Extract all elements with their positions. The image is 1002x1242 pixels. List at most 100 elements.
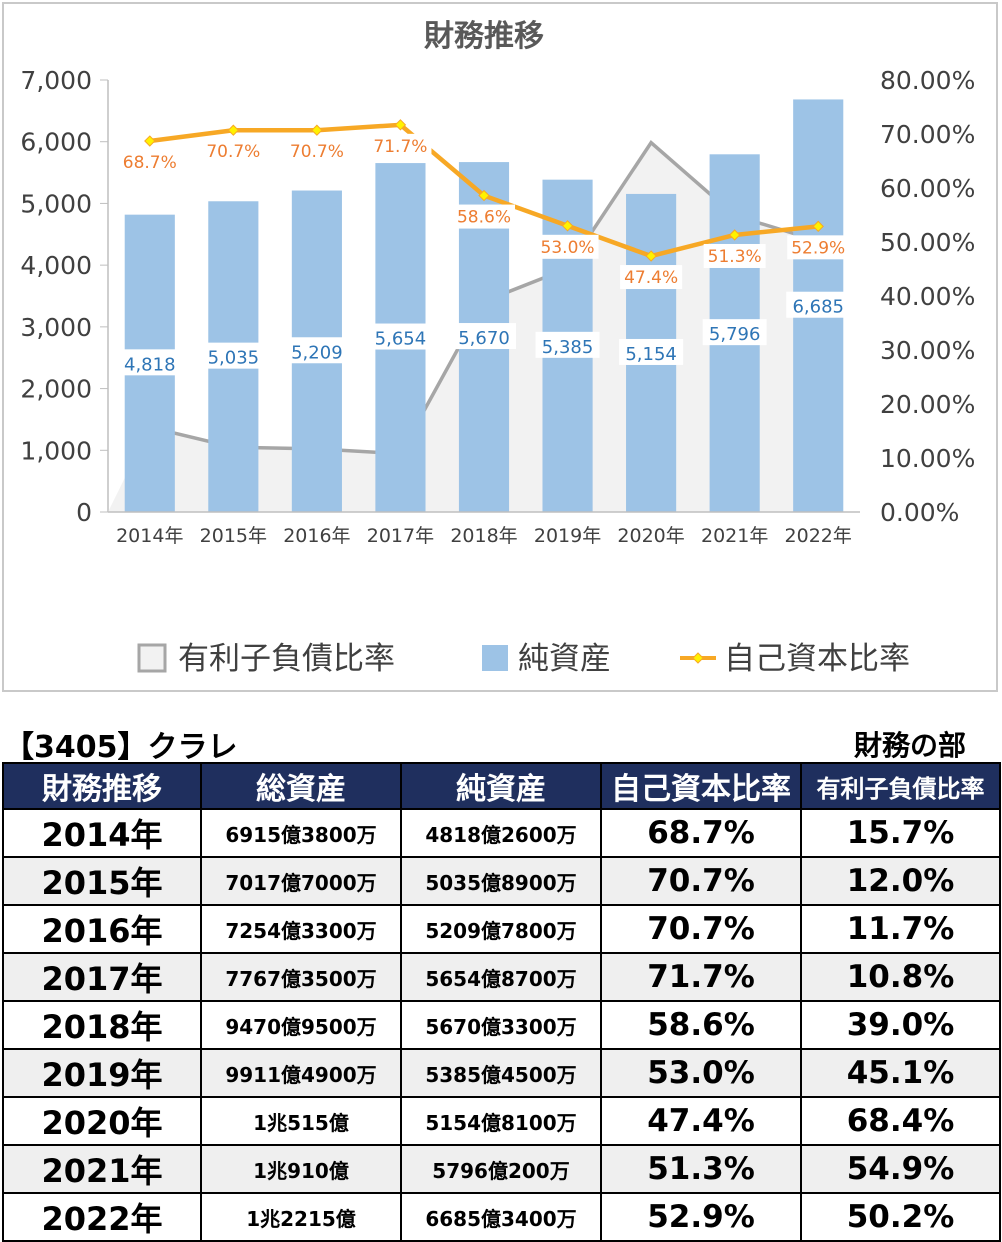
legend-swatch-debt bbox=[137, 643, 167, 673]
ratio-label-bg bbox=[118, 150, 181, 175]
bar-value-label: 6,685 bbox=[792, 297, 844, 318]
ratio-value-label: 53.0% bbox=[541, 238, 595, 258]
x-tick-label: 2018年 bbox=[450, 525, 517, 547]
ratio-value-label: 58.6% bbox=[457, 208, 511, 228]
table-cell: 58.6% bbox=[600, 1000, 802, 1050]
table-cell: 2022年 bbox=[2, 1192, 202, 1242]
table-cell: 2020年 bbox=[2, 1096, 202, 1146]
column-header: 純資産 bbox=[400, 762, 602, 810]
y2-tick-label: 0.00% bbox=[880, 498, 959, 527]
legend-label-equity: 純資産 bbox=[518, 641, 611, 677]
chart: 財務推移 0 1,000 2,000 3,000 4,000 5,000 6,000 7,000… bbox=[20, 19, 975, 677]
table-cell: 2016年 bbox=[2, 904, 202, 954]
table-cell: 11.7% bbox=[800, 904, 1001, 954]
ratio-marker bbox=[144, 135, 156, 147]
x-tick-label: 2022年 bbox=[785, 525, 852, 547]
y-tick-label: 4,000 bbox=[20, 251, 92, 280]
ratio-label-bg bbox=[202, 139, 265, 164]
table-cell: 45.1% bbox=[800, 1048, 1001, 1098]
y2-tick-label: 20.00% bbox=[880, 390, 975, 419]
column-header: 総資産 bbox=[200, 762, 402, 810]
ratio-label-bg bbox=[536, 234, 599, 259]
table-cell: 12.0% bbox=[800, 856, 1001, 906]
table-row: 2022年 1兆2215億 6685億3400万 52.9% 50.2% bbox=[2, 1192, 1001, 1242]
table-cell: 68.4% bbox=[800, 1096, 1001, 1146]
table-cell: 70.7% bbox=[600, 904, 802, 954]
x-tick-label: 2020年 bbox=[617, 525, 684, 547]
ratio-label-bg bbox=[787, 235, 850, 260]
ratio-value-label: 47.4% bbox=[624, 268, 678, 288]
ratio-marker bbox=[728, 229, 741, 241]
table-cell: 2014年 bbox=[2, 808, 202, 858]
table-row: 2014年 6915億3800万 4818億2600万 68.7% 15.7% bbox=[2, 808, 1001, 858]
x-tick-label: 2017年 bbox=[367, 525, 434, 547]
bar-value-label: 5,654 bbox=[375, 329, 427, 350]
bar-label-bg bbox=[786, 291, 851, 318]
ratio-marker bbox=[227, 124, 240, 136]
ratio-marker bbox=[478, 189, 490, 202]
table-cell: 52.9% bbox=[600, 1192, 802, 1242]
bar-label-bg bbox=[452, 323, 516, 350]
ratio-value-label: 70.7% bbox=[206, 142, 260, 162]
table-cell: 5035億8900万 bbox=[400, 856, 602, 906]
y2-tick-label: 40.00% bbox=[880, 282, 975, 311]
section-title: 財務の部 bbox=[853, 729, 966, 762]
table-cell: 1兆910億 bbox=[200, 1144, 402, 1194]
table-cell: 54.9% bbox=[800, 1144, 1001, 1194]
ratio-value-label: 51.3% bbox=[708, 247, 762, 267]
y2-tick-label: 10.00% bbox=[880, 444, 975, 473]
table-cell: 4818億2600万 bbox=[400, 808, 602, 858]
ratio-value-label: 52.9% bbox=[791, 238, 845, 258]
company-name: 【3405】クラレ bbox=[4, 730, 238, 765]
y2-tick-label: 60.00% bbox=[880, 174, 975, 203]
table-row: 2021年 1兆910億 5796億200万 51.3% 54.9% bbox=[2, 1144, 1001, 1194]
bar-label-bg bbox=[702, 319, 767, 346]
y2-tick-label: 70.00% bbox=[880, 120, 975, 149]
table-cell: 2015年 bbox=[2, 856, 202, 906]
legend-marker-ratio bbox=[692, 652, 704, 664]
x-tick-label: 2014年 bbox=[116, 525, 183, 547]
table-cell: 5209億7800万 bbox=[400, 904, 602, 954]
bar-value-label: 4,818 bbox=[124, 354, 176, 375]
ratio-label-bg bbox=[369, 133, 432, 158]
table-cell: 1兆2215億 bbox=[200, 1192, 402, 1242]
ratio-marker bbox=[561, 220, 574, 232]
table-cell: 7767億3500万 bbox=[200, 952, 402, 1002]
ratio-marker bbox=[812, 220, 824, 233]
bar-value-label: 5,154 bbox=[625, 344, 677, 365]
table-cell: 2017年 bbox=[2, 952, 202, 1002]
ratio-label-bg bbox=[453, 204, 515, 229]
ratio-label-bg bbox=[703, 243, 766, 268]
table-row: 2018年 9470億9500万 5670億3300万 58.6% 39.0% bbox=[2, 1000, 1001, 1050]
table-cell: 47.4% bbox=[600, 1096, 802, 1146]
ratio-value-label: 68.7% bbox=[123, 153, 177, 173]
table-cell: 39.0% bbox=[800, 1000, 1001, 1050]
y-tick-label: 0 bbox=[76, 498, 92, 527]
table-cell: 9911億4900万 bbox=[200, 1048, 402, 1098]
table-cell: 5654億8700万 bbox=[400, 952, 602, 1002]
legend-swatch-equity bbox=[482, 645, 508, 671]
table-cell: 50.2% bbox=[800, 1192, 1001, 1242]
table-cell: 10.8% bbox=[800, 952, 1001, 1002]
legend-label-ratio: 自己資本比率 bbox=[724, 641, 910, 677]
x-tick-label: 2015年 bbox=[200, 525, 267, 547]
ratio-value-label: 71.7% bbox=[373, 137, 427, 157]
bar-label-bg bbox=[619, 338, 684, 365]
bar-value-label: 5,670 bbox=[458, 328, 510, 349]
table-cell: 7254億3300万 bbox=[200, 904, 402, 954]
chart-frame: 財務推移 0 1,000 2,000 3,000 4,000 5,000 6,000 7,000… bbox=[2, 2, 998, 692]
y-tick-label: 2,000 bbox=[20, 375, 92, 404]
x-tick-label: 2016年 bbox=[283, 525, 350, 547]
table-row: 2020年 1兆515億 5154億8100万 47.4% 68.4% bbox=[2, 1096, 1001, 1146]
ratio-marker bbox=[394, 119, 407, 131]
financial-table: 財務推移 総資産 純資産 自己資本比率 有利子負債比率 2014年 6915億3… bbox=[2, 762, 1001, 1242]
bar-value-label: 5,385 bbox=[542, 337, 594, 358]
bar-value-label: 5,796 bbox=[709, 324, 761, 345]
table-cell: 2021年 bbox=[2, 1144, 202, 1194]
table-row: 2017年 7767億3500万 5654億8700万 71.7% 10.8% bbox=[2, 952, 1001, 1002]
table-cell: 2019年 bbox=[2, 1048, 202, 1098]
table-cell: 15.7% bbox=[800, 808, 1001, 858]
column-header: 財務推移 bbox=[2, 762, 202, 810]
table-cell: 2018年 bbox=[2, 1000, 202, 1050]
bar-label-bg bbox=[201, 342, 266, 369]
